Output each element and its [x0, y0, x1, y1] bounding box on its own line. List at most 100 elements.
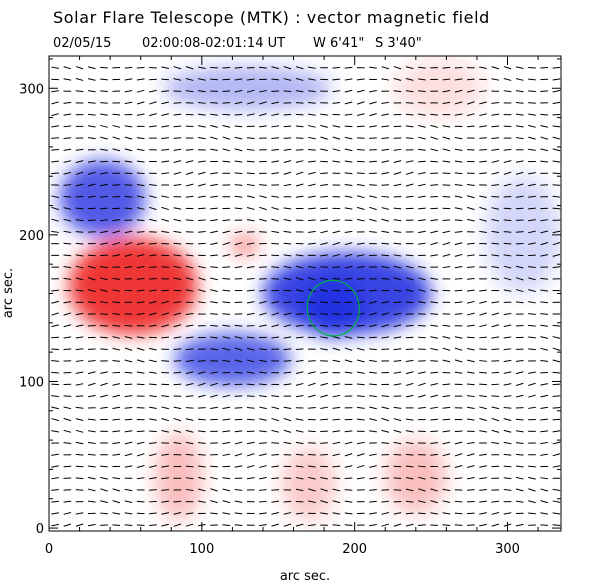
- field-vector-1529: [259, 101, 267, 105]
- field-vector-91: [136, 500, 145, 503]
- field-vector-1501: [430, 113, 438, 116]
- field-vector-1168: [467, 206, 475, 211]
- field-vector-1301: [552, 172, 561, 175]
- field-vector-1380: [491, 148, 500, 151]
- field-vector-1211: [479, 195, 487, 199]
- field-vector-558: [198, 371, 206, 375]
- field-vector-1093: [63, 218, 72, 222]
- field-vector-323: [405, 441, 414, 445]
- field-vector-538: [466, 383, 475, 386]
- field-vector-380: [75, 418, 84, 422]
- field-vector-1076: [369, 230, 377, 233]
- field-vector-260: [149, 453, 157, 457]
- field-vector-508: [100, 382, 108, 387]
- field-vector-1201: [356, 195, 365, 199]
- field-vector-1005: [528, 254, 536, 257]
- field-vector-644: [222, 347, 231, 351]
- field-vector-89: [112, 500, 121, 504]
- field-vector-1288: [393, 171, 402, 175]
- field-vector-296: [75, 441, 84, 445]
- field-vector-1415: [405, 137, 414, 139]
- field-vector-1649: [185, 66, 194, 70]
- field-vector-981: [234, 253, 243, 257]
- field-vector-407: [405, 418, 414, 421]
- field-vector-1285: [356, 172, 365, 175]
- field-vector-1642: [100, 66, 108, 69]
- field-vector-1113: [308, 219, 316, 222]
- field-vector-974: [149, 254, 157, 257]
- field-vector-1348: [100, 148, 108, 151]
- field-vector-671: [552, 347, 561, 351]
- field-vector-452: [442, 406, 451, 409]
- field-vector-662: [442, 347, 451, 351]
- field-vector-446: [369, 406, 377, 410]
- field-vector-491: [405, 394, 414, 398]
- coordinate-south: S 3'40": [375, 36, 422, 51]
- field-vector-476: [222, 394, 231, 398]
- field-vector-400: [320, 418, 328, 421]
- field-vector-1158: [344, 207, 353, 210]
- field-vector-1110: [271, 218, 280, 222]
- field-vector-1295: [479, 172, 487, 175]
- field-vector-1089: [528, 230, 536, 234]
- field-vector-475: [210, 394, 218, 398]
- field-vector-302: [149, 442, 157, 444]
- field-vector-235: [356, 464, 365, 469]
- field-vector-177: [161, 477, 170, 480]
- field-vector-1506: [491, 113, 500, 116]
- field-vector-1339: [503, 160, 512, 163]
- x-tick-label-300: 300: [495, 542, 520, 557]
- field-vector-281: [405, 453, 414, 456]
- field-vector-1416: [418, 136, 426, 140]
- field-vector-1565: [185, 90, 194, 93]
- field-vector-450: [418, 406, 426, 409]
- field-vector-1427: [552, 136, 561, 140]
- field-vector-1617: [308, 78, 316, 81]
- field-vector-1331: [405, 160, 414, 163]
- field-vector-1366: [320, 148, 328, 152]
- field-vector-1504: [467, 113, 475, 117]
- field-vector-1040: [442, 242, 451, 246]
- field-vector-1033: [356, 242, 365, 245]
- field-vector-515: [185, 383, 194, 386]
- field-vector-1080: [418, 230, 426, 234]
- field-vector-703: [430, 336, 438, 339]
- field-vector-249: [528, 465, 536, 468]
- field-vector-790: [466, 312, 475, 316]
- field-vector-1126: [466, 218, 475, 222]
- field-vector-968: [75, 254, 84, 257]
- field-vector-76: [466, 512, 475, 515]
- field-vector-526: [320, 382, 328, 386]
- field-vector-30: [418, 524, 426, 526]
- field-vector-1234: [246, 183, 255, 187]
- field-vector-335: [552, 441, 561, 445]
- field-vector-1508: [515, 113, 524, 116]
- field-vector-164: [515, 488, 524, 492]
- field-vector-47: [112, 512, 121, 515]
- field-vector-634: [100, 348, 108, 351]
- field-vector-833: [479, 300, 487, 304]
- field-vector-1151: [259, 206, 267, 211]
- field-vector-685: [210, 336, 218, 339]
- field-vector-1644: [124, 66, 133, 69]
- field-vector-1544: [442, 101, 451, 104]
- field-vector-1557: [87, 90, 96, 93]
- field-vector-879: [528, 289, 536, 293]
- field-vector-1354: [173, 148, 182, 151]
- field-vector-807: [161, 300, 169, 304]
- field-vector-1200: [344, 195, 353, 198]
- field-vector-244: [467, 464, 475, 469]
- field-vector-1446: [271, 125, 280, 128]
- field-vector-1280: [295, 171, 304, 175]
- field-vector-1196: [295, 195, 304, 198]
- field-vector-467: [112, 394, 121, 398]
- field-vector-1082: [442, 230, 451, 234]
- field-vector-206: [515, 476, 524, 480]
- field-vector-1401: [234, 136, 243, 140]
- field-vector-322: [393, 441, 402, 445]
- field-vector-817: [283, 301, 292, 304]
- field-vector-697: [356, 336, 365, 339]
- field-vector-182: [222, 477, 231, 480]
- field-vector-117: [454, 500, 463, 503]
- field-vector-976: [173, 254, 182, 257]
